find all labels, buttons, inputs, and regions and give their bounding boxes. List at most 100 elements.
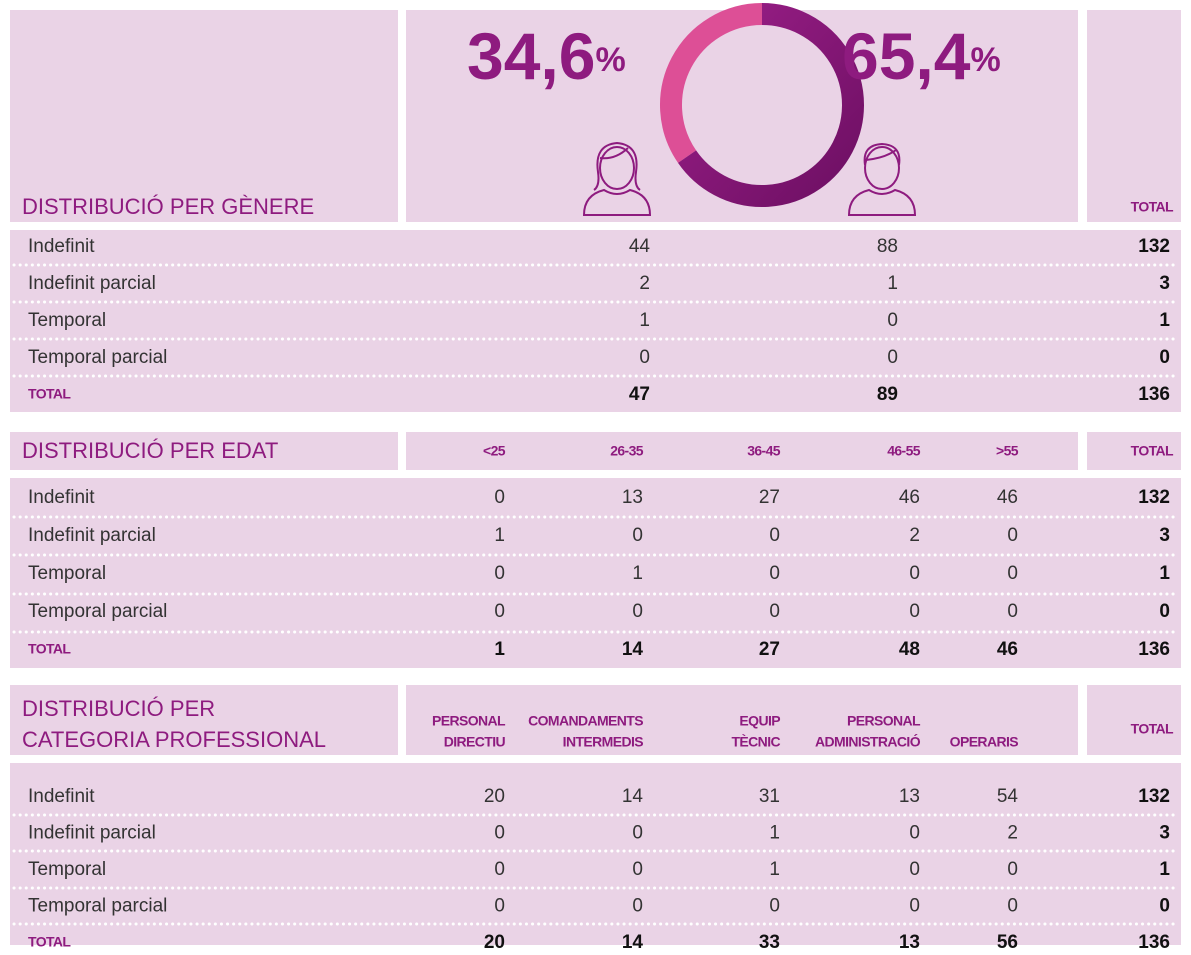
male-percentage: 65,4% (842, 19, 1001, 93)
percentage-value: 34,6 (467, 19, 595, 93)
cell-value: 1 (769, 823, 780, 844)
column-header: >55 (996, 443, 1019, 459)
female-percentage: 34,6% (467, 19, 626, 93)
cell-value: 0 (632, 823, 643, 844)
row-label: Temporal parcial (28, 347, 167, 368)
cell-value: 56 (997, 932, 1018, 953)
total-header: TOTAL (1131, 443, 1174, 459)
row-total: 3 (1159, 823, 1170, 844)
cell-value: 0 (632, 896, 643, 917)
cell-value: 1 (494, 639, 505, 660)
cell-value: 0 (909, 601, 920, 622)
cell-value: 0 (909, 563, 920, 584)
cell-value: 1 (494, 525, 505, 546)
cell-value: 0 (909, 823, 920, 844)
cell-value: 0 (1007, 601, 1018, 622)
column-header: ADMINISTRACIÓ (815, 733, 921, 750)
cell-value: 0 (632, 601, 643, 622)
total-header: TOTAL (1131, 199, 1174, 215)
column-header: PERSONAL (847, 713, 921, 729)
section-title: DISTRIBUCIÓ PER GÈNERE (22, 194, 314, 219)
cell-value: 48 (899, 639, 920, 660)
cell-value: 89 (877, 384, 898, 405)
cell-value: 33 (759, 932, 780, 953)
cell-value: 1 (632, 563, 643, 584)
cell-value: 0 (769, 896, 780, 917)
cell-value: 0 (632, 525, 643, 546)
cell-value: 0 (769, 563, 780, 584)
column-header: PERSONAL (432, 713, 506, 729)
cell-value: 46 (997, 487, 1018, 508)
cell-value: 2 (909, 525, 920, 546)
column-header: EQUIP (739, 713, 780, 729)
column-header: OPERARIS (950, 734, 1019, 750)
column-header: INTERMEDIS (563, 734, 644, 750)
cell-value: 0 (909, 859, 920, 880)
cell-value: 2 (639, 273, 650, 294)
row-total: 0 (1159, 896, 1170, 917)
cell-value: 0 (494, 859, 505, 880)
row-label: Temporal parcial (28, 896, 167, 917)
cell-value: 20 (484, 786, 505, 807)
cell-value: 0 (909, 896, 920, 917)
backgrounds (10, 10, 1181, 945)
cell-value: 13 (622, 487, 643, 508)
cell-value: 2 (1007, 823, 1018, 844)
row-label: Temporal parcial (28, 601, 167, 622)
column-header: TÈCNIC (731, 734, 780, 750)
total-row-label: TOTAL (28, 386, 71, 402)
cell-value: 1 (639, 310, 650, 331)
cell-value: 0 (494, 563, 505, 584)
cell-value: 1 (769, 859, 780, 880)
male-arc (678, 3, 864, 207)
female-arc (660, 3, 763, 163)
cell-value: 0 (1007, 525, 1018, 546)
row-label: Indefinit parcial (28, 525, 156, 546)
row-label: Temporal (28, 859, 106, 880)
row-total: 1 (1159, 859, 1170, 880)
row-label: Indefinit (28, 786, 95, 807)
cell-value: 14 (622, 932, 644, 953)
cell-value: 13 (899, 786, 920, 807)
total-header: TOTAL (1131, 721, 1174, 737)
cell-value: 14 (622, 639, 644, 660)
cell-value: 31 (759, 786, 780, 807)
column-header: 26-35 (610, 443, 644, 459)
row-total: 3 (1159, 525, 1170, 546)
cell-value: 46 (899, 487, 920, 508)
row-total: 136 (1138, 639, 1170, 660)
cell-value: 0 (494, 823, 505, 844)
cell-value: 44 (629, 236, 651, 257)
cell-value: 27 (759, 487, 780, 508)
cell-value: 0 (887, 347, 898, 368)
cell-value: 0 (1007, 859, 1018, 880)
cell-value: 0 (494, 601, 505, 622)
column-header: COMANDAMENTS (528, 713, 643, 729)
row-total: 136 (1138, 932, 1170, 953)
row-label: Indefinit parcial (28, 823, 156, 844)
column-header: DIRECTIU (444, 734, 506, 750)
cell-value: 54 (997, 786, 1019, 807)
cell-value: 27 (759, 639, 780, 660)
cell-value: 0 (769, 525, 780, 546)
section-title: DISTRIBUCIÓ PER EDAT (22, 438, 278, 463)
row-total: 132 (1138, 487, 1170, 508)
cell-value: 0 (639, 347, 650, 368)
row-label: Temporal (28, 310, 106, 331)
total-row-label: TOTAL (28, 934, 71, 950)
row-total: 1 (1159, 563, 1170, 584)
cell-value: 0 (769, 601, 780, 622)
cell-value: 0 (494, 487, 505, 508)
column-header: 36-45 (747, 443, 781, 459)
cell-value: 88 (877, 236, 898, 257)
cell-value: 0 (632, 859, 643, 880)
row-total: 0 (1159, 347, 1170, 368)
cell-value: 0 (1007, 563, 1018, 584)
cell-value: 0 (887, 310, 898, 331)
row-total: 132 (1138, 786, 1170, 807)
male-icon (847, 142, 917, 216)
cell-value: 46 (997, 639, 1018, 660)
percentage-unit: % (970, 41, 1000, 79)
column-header: <25 (483, 443, 506, 459)
